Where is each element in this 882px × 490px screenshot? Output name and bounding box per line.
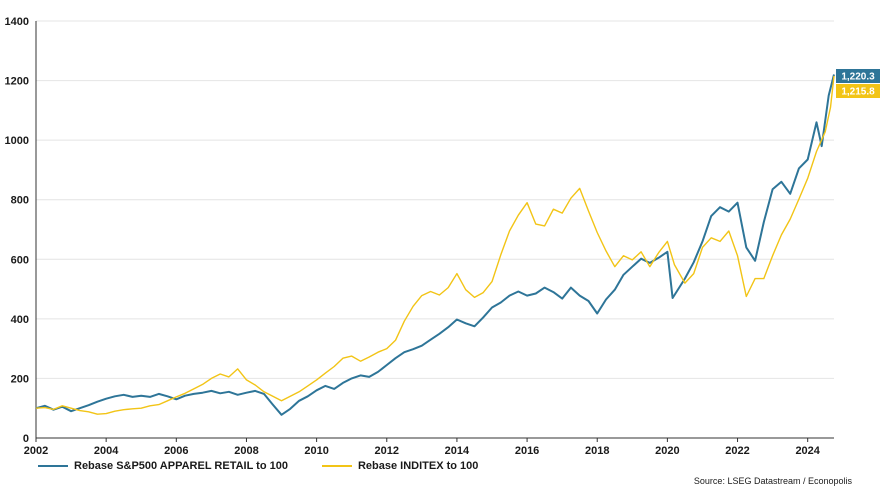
y-tick-label-400: 400 xyxy=(11,314,29,326)
x-tick-label-2022: 2022 xyxy=(725,445,749,457)
end-label-apparel-retail: 1,220.3 xyxy=(836,69,880,83)
y-tick-label-200: 200 xyxy=(11,373,29,385)
y-tick-label-600: 600 xyxy=(11,254,29,266)
y-tick-label-800: 800 xyxy=(11,195,29,207)
legend-label-apparel-retail: Rebase S&P500 APPAREL RETAIL to 100 xyxy=(74,460,288,472)
end-labels: 1,220.3 1,215.8 xyxy=(836,69,880,98)
y-tick-label-1400: 1400 xyxy=(5,16,29,28)
series-line-apparel-retail xyxy=(35,74,835,416)
end-label-box xyxy=(836,84,880,98)
end-label-inditex: 1,215.8 xyxy=(836,84,880,98)
series-lines xyxy=(35,74,835,416)
x-tick-label-2004: 2004 xyxy=(94,445,119,457)
legend: Rebase S&P500 APPAREL RETAIL to 100 Reba… xyxy=(38,460,478,472)
y-tick-label-0: 0 xyxy=(23,433,29,445)
x-tick-label-2014: 2014 xyxy=(445,445,470,457)
x-tick-label-2002: 2002 xyxy=(24,445,48,457)
axes: 0 200 400 600 800 1000 1200 1400 2002 2004 2006 200… xyxy=(5,16,834,457)
x-tick-label-2008: 2008 xyxy=(234,445,258,457)
x-tick-label-2010: 2010 xyxy=(304,445,328,457)
end-label-box xyxy=(836,69,880,83)
legend-label-inditex: Rebase INDITEX to 100 xyxy=(357,460,479,472)
x-tick-label-2012: 2012 xyxy=(375,445,399,457)
x-tick-label-2006: 2006 xyxy=(164,445,188,457)
x-tick-label-2016: 2016 xyxy=(515,445,539,457)
legend-item-inditex: Rebase INDITEX to 100 xyxy=(321,460,479,472)
legend-item-apparel-retail: Rebase S&P500 APPAREL RETAIL to 100 xyxy=(38,460,288,472)
series-line-inditex xyxy=(35,75,835,415)
legend-swatch-inditex xyxy=(321,465,352,467)
end-label-value: 1,215.8 xyxy=(841,87,875,98)
end-label-value: 1,220.3 xyxy=(841,72,875,83)
x-tick-label-2024: 2024 xyxy=(795,445,820,457)
gridlines xyxy=(36,20,834,379)
y-tick-label-1200: 1200 xyxy=(5,76,29,88)
legend-swatch-apparel-retail xyxy=(38,465,68,467)
y-tick-label-1000: 1000 xyxy=(5,135,29,147)
x-tick-label-2020: 2020 xyxy=(655,445,679,457)
source-note: Source: LSEG Datastream / Econopolis xyxy=(693,476,852,486)
x-tick-label-2018: 2018 xyxy=(585,445,609,457)
